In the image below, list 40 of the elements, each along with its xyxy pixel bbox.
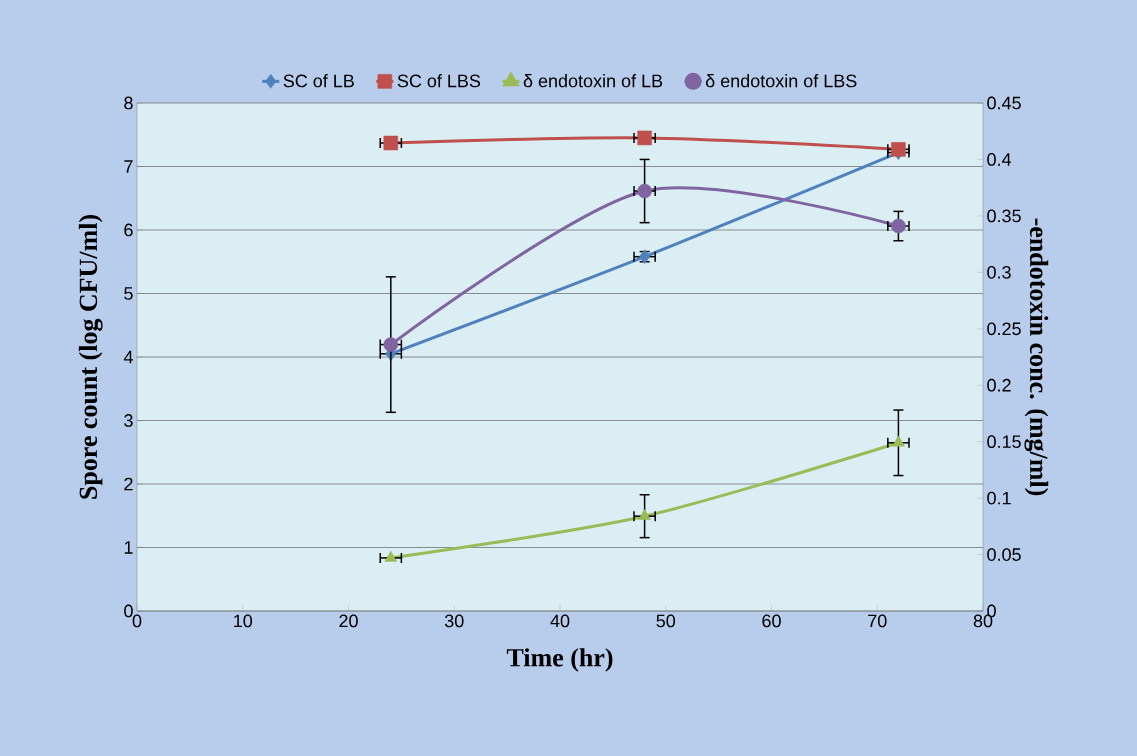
y-tick-label: 4 [123, 350, 133, 364]
x-tick-label: 40 [550, 614, 570, 628]
legend-label: SC of LBS [397, 74, 481, 88]
y2-tick-label: 0.2 [987, 378, 1011, 392]
x-tick-label: 20 [339, 614, 358, 628]
point [637, 130, 652, 146]
y2-tick-label: 0.35 [987, 209, 1021, 223]
y-tick-label: 5 [124, 287, 133, 300]
y2-tick-label: 0.1 [987, 491, 1011, 505]
point [891, 218, 906, 234]
y2-tick-label: 0.15 [987, 435, 1021, 449]
legend-label: SC of LB [283, 74, 354, 88]
y-tick-label: 3 [124, 414, 133, 427]
point [892, 435, 905, 447]
y2-tick-label: 0.25 [987, 322, 1021, 336]
legend-label: δ endotoxin of LB [523, 74, 663, 88]
y2-tick-label: 0.05 [987, 548, 1021, 561]
y-axis-title: Spore count (log CFU/ml) [78, 215, 103, 499]
y-tick-label: 1 [124, 541, 133, 554]
y-tick-label: 0 [124, 604, 133, 618]
x-tick-label: 50 [656, 614, 676, 628]
x-axis-title: Time (hr) [506, 648, 613, 672]
point [383, 337, 399, 352]
point [383, 135, 399, 151]
y-tick-label: 8 [124, 96, 133, 110]
x-tick-label: 60 [762, 614, 781, 628]
y2-tick-label: 0.45 [987, 96, 1021, 110]
y2-tick-label: 0.3 [987, 265, 1011, 279]
point [638, 508, 651, 520]
point [384, 550, 398, 562]
x-tick-label: 70 [868, 614, 887, 628]
point [637, 183, 652, 199]
y2-axis-title: -endotoxin conc. (mg/ml) [1024, 218, 1049, 496]
x-tick-label: 30 [444, 614, 464, 628]
legend-label: δ endotoxin of LBS [705, 74, 857, 88]
y2-tick-label: 0.4 [987, 153, 1012, 166]
x-tick-label: 10 [234, 614, 253, 628]
y-tick-label: 6 [124, 223, 133, 237]
y-tick-label: 2 [124, 477, 133, 491]
y-tick-label: 7 [124, 160, 133, 173]
